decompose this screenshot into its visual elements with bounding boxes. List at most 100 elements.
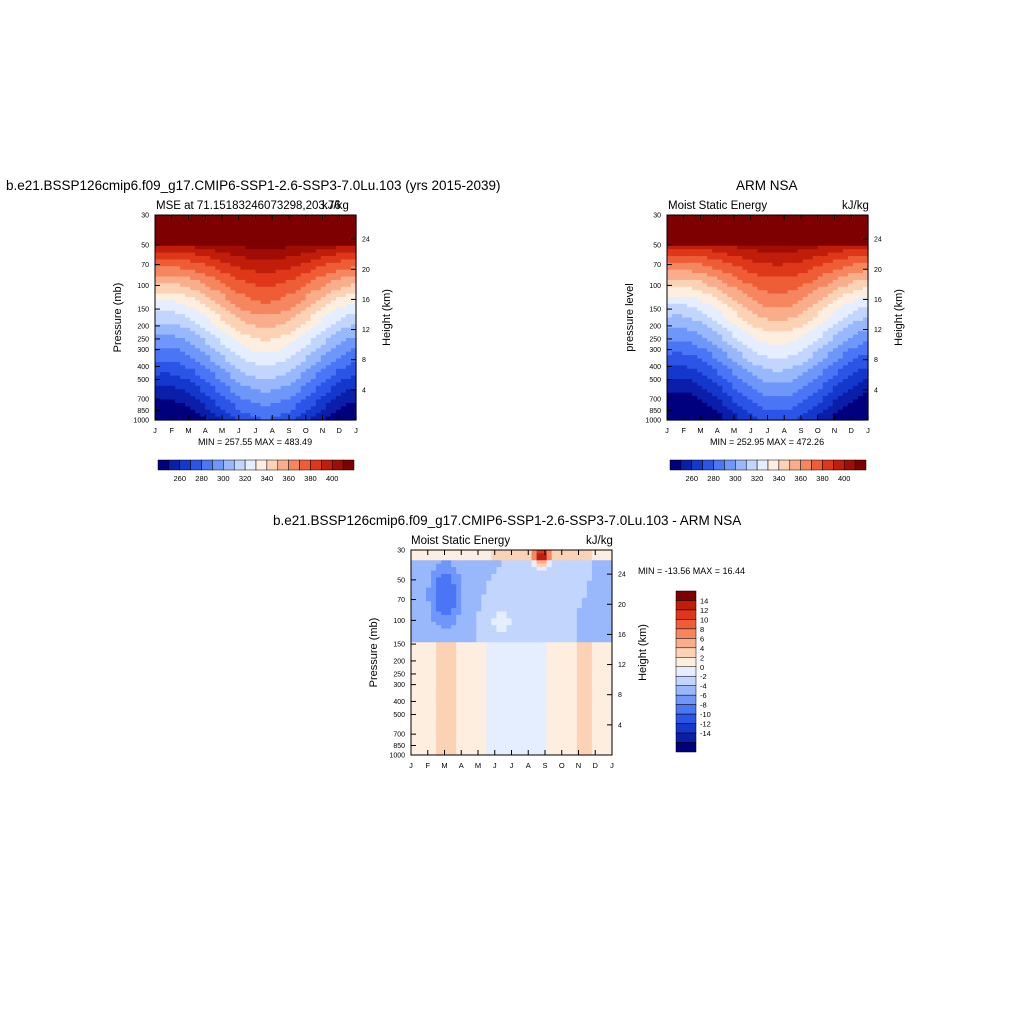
panel1-cell — [235, 266, 242, 271]
panel2-cell — [852, 348, 859, 353]
panel1-cell — [215, 351, 221, 356]
panel2-cell — [777, 385, 784, 390]
panel2-cell — [807, 341, 814, 346]
panel2-cell — [702, 338, 708, 343]
panel1-cell — [170, 276, 176, 281]
panel1-cell — [155, 409, 161, 414]
panel2-cell — [722, 269, 728, 274]
panel2-cell — [747, 379, 754, 384]
panel1-cell — [170, 228, 176, 233]
panel2-cell — [837, 307, 844, 312]
panel2-cell — [677, 286, 683, 291]
panel2-cell — [817, 368, 824, 373]
panel1-cell — [350, 372, 357, 377]
panel1-cell — [210, 269, 216, 274]
panel2-cell — [702, 416, 708, 421]
panel1-cell — [200, 228, 206, 233]
panel1-cell — [155, 249, 161, 254]
panel1-cell — [295, 334, 302, 339]
panel1-cell — [300, 385, 307, 390]
panel2-cell — [842, 368, 849, 373]
panel2-cell — [857, 344, 864, 349]
panel2-cell — [837, 310, 844, 315]
panel2-cell — [807, 365, 814, 370]
panel2-cell — [672, 256, 678, 261]
panel1-cell — [190, 225, 196, 230]
panel2-cell — [712, 396, 718, 401]
panel2-cell — [767, 228, 774, 233]
panel2-cell — [717, 341, 723, 346]
panel1-cell — [220, 365, 226, 370]
panel1-cell — [265, 235, 272, 240]
panel1-cell — [190, 252, 196, 257]
panel2-cell — [782, 402, 789, 407]
panel2-cell — [787, 399, 794, 404]
panel2-cell — [817, 225, 824, 230]
panel1-cell — [280, 331, 287, 336]
panel1-cell — [195, 368, 201, 373]
panel1-cell — [245, 235, 252, 240]
panel2-cell — [712, 389, 718, 394]
panel1-cell — [310, 279, 317, 284]
panel1-cell — [205, 331, 211, 336]
panel1-cell — [255, 286, 262, 291]
panel1-cell — [210, 396, 216, 401]
panel1-cell — [245, 266, 252, 271]
panel2-cell — [677, 290, 683, 295]
panel2-cell — [837, 368, 844, 373]
panel1-cell — [315, 228, 322, 233]
panel1-cell — [280, 256, 287, 261]
panel2-cell — [852, 413, 859, 418]
panel2-cell — [797, 341, 804, 346]
panel1-cell — [270, 310, 277, 315]
panel2-cell — [772, 228, 779, 233]
panel1-cell — [285, 389, 292, 394]
panel1-cell — [300, 303, 307, 308]
panel2-cell — [717, 221, 723, 226]
panel2-cell — [682, 317, 688, 322]
panel1-cell — [175, 365, 181, 370]
panel1-cell — [350, 242, 357, 247]
panel1-cell — [345, 409, 352, 414]
panel2-cell — [727, 300, 733, 305]
panel2-cell — [777, 351, 784, 356]
panel1-cell — [235, 286, 242, 291]
panel2-cell — [687, 324, 693, 329]
panel1-cell — [185, 358, 191, 363]
panel1-cell — [260, 372, 267, 377]
panel1-cell — [200, 355, 206, 360]
panel1-cell — [280, 334, 287, 339]
panel1-cell — [155, 286, 161, 291]
panel2-cell — [832, 344, 839, 349]
panel2-title: ARM NSA — [736, 178, 798, 193]
panel1-cell — [160, 242, 166, 247]
panel2-cell — [682, 368, 688, 373]
panel1-cell — [265, 402, 272, 407]
panel1-cell — [270, 389, 277, 394]
panel2-cell — [732, 334, 738, 339]
panel2-cell — [742, 351, 749, 356]
panel2-cell — [767, 303, 774, 308]
panel1-cell — [305, 256, 312, 261]
panel1-cell — [350, 355, 357, 360]
panel1-cell — [210, 245, 216, 250]
panel1-cell — [335, 297, 342, 302]
panel2-cell — [812, 235, 819, 240]
panel1-cell — [250, 375, 257, 380]
panel1-cell — [180, 402, 186, 407]
panel1-cell — [310, 221, 317, 226]
panel1-cell — [215, 245, 221, 250]
panel2-cell — [682, 399, 688, 404]
panel2-cell — [707, 372, 713, 377]
panel1-cell — [215, 385, 221, 390]
panel2-cell — [812, 413, 819, 418]
panel2-cell — [842, 269, 849, 274]
panel1-cell — [345, 276, 352, 281]
panel2-cell — [847, 334, 854, 339]
panel2-cell — [812, 351, 819, 356]
panel2-cell — [667, 293, 673, 298]
panel2-cell — [822, 269, 829, 274]
panel2-cell — [787, 416, 794, 421]
panel2-cell — [667, 297, 673, 302]
panel1-cell — [220, 361, 226, 366]
